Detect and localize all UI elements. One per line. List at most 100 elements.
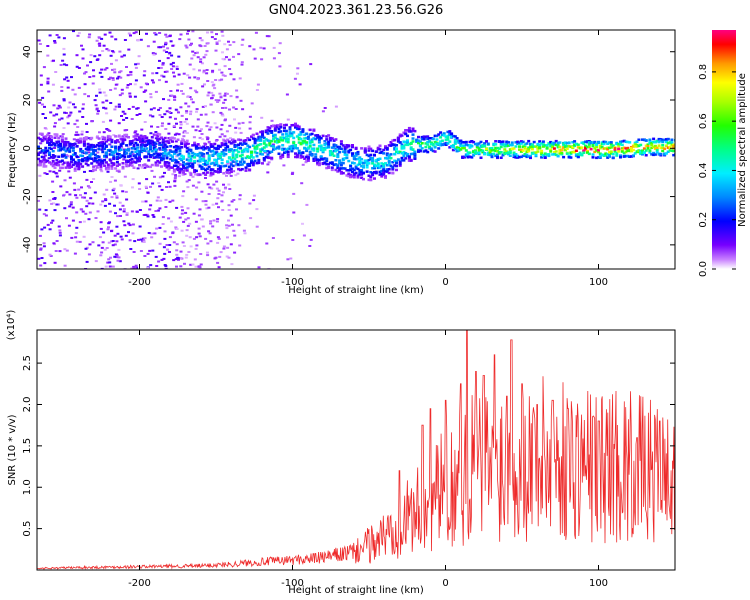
- noise-cell: [111, 77, 115, 80]
- noise-cell: [226, 246, 230, 249]
- ridge-cell: [220, 158, 224, 162]
- noise-cell: [80, 130, 84, 133]
- ridge-cell: [343, 146, 347, 149]
- ridge-cell: [433, 140, 437, 144]
- ridge-cell: [125, 133, 129, 137]
- ridge-cell: [141, 137, 145, 140]
- noise-cell: [180, 205, 184, 208]
- ridge-cell: [317, 138, 321, 142]
- noise-cell: [195, 91, 199, 94]
- ridge-cell: [431, 149, 435, 153]
- ridge-cell: [365, 162, 369, 165]
- ridge-cell: [305, 132, 309, 135]
- noise-cell: [107, 78, 111, 81]
- noise-cell: [52, 104, 56, 107]
- ridge-cell: [385, 168, 389, 171]
- ridge-cell: [323, 161, 327, 164]
- noise-cell: [78, 221, 82, 224]
- ridge-cell: [301, 151, 305, 155]
- noise-cell: [98, 88, 102, 91]
- ridge-cell: [382, 173, 386, 176]
- ridge-cell: [77, 141, 81, 144]
- ridge-cell: [134, 141, 138, 145]
- noise-cell: [226, 236, 229, 239]
- ridge-cell: [198, 165, 202, 168]
- ridge-cell: [82, 137, 86, 141]
- noise-cell: [153, 32, 157, 34]
- ridge-cell: [136, 149, 140, 153]
- ridge-cell: [595, 149, 599, 152]
- ridge-cell: [150, 163, 154, 167]
- ridge-cell: [527, 146, 531, 149]
- noise-cell: [58, 118, 61, 121]
- ridge-cell: [630, 155, 633, 158]
- ridge-cell: [57, 155, 61, 158]
- ridge-cell: [328, 153, 332, 157]
- ridge-cell: [308, 139, 312, 143]
- noise-cell: [63, 78, 67, 81]
- y-tick-label: 1.5: [22, 438, 33, 454]
- noise-cell: [174, 117, 177, 120]
- ridge-cell: [73, 160, 77, 164]
- noise-cell: [179, 126, 183, 129]
- ridge-cell: [174, 159, 178, 162]
- ridge-cell: [292, 144, 296, 147]
- noise-cell: [191, 50, 195, 53]
- ridge-cell: [222, 143, 226, 146]
- ridge-cell: [655, 150, 659, 154]
- ridge-cell: [128, 152, 132, 155]
- noise-cell: [57, 104, 61, 107]
- ridge-cell: [529, 142, 532, 146]
- noise-cell: [54, 172, 58, 175]
- ridge-cell: [138, 164, 141, 167]
- noise-cell: [118, 71, 122, 74]
- noise-cell: [182, 72, 186, 75]
- noise-cell: [222, 191, 225, 194]
- noise-cell: [185, 122, 189, 125]
- noise-cell: [214, 49, 218, 52]
- ridge-cell: [92, 148, 96, 152]
- noise-cell: [76, 34, 80, 37]
- noise-cell: [225, 174, 228, 177]
- ridge-cell: [187, 152, 191, 155]
- ridge-cell: [277, 127, 281, 131]
- ridge-cell: [88, 155, 92, 158]
- noise-cell: [63, 111, 67, 114]
- noise-cell: [174, 226, 178, 229]
- ridge-cell: [343, 153, 347, 156]
- ridge-cell: [402, 150, 406, 154]
- ridge-cell: [266, 139, 270, 142]
- noise-cell: [198, 37, 202, 40]
- spectrogram-frame: [36, 29, 676, 270]
- noise-cell: [219, 251, 223, 254]
- ridge-cell: [400, 159, 404, 162]
- noise-cell: [139, 86, 143, 89]
- ridge-cell: [393, 152, 397, 156]
- ridge-cell: [407, 143, 411, 146]
- noise-cell: [143, 166, 147, 169]
- noise-cell: [202, 56, 206, 59]
- noise-cell: [200, 62, 204, 65]
- ridge-cell: [189, 159, 193, 163]
- noise-cell: [216, 241, 220, 244]
- ridge-cell: [497, 152, 501, 155]
- ridge-cell: [459, 148, 463, 151]
- noise-cell: [191, 175, 195, 178]
- ridge-cell: [275, 139, 279, 143]
- noise-cell: [168, 200, 172, 203]
- ridge-cell: [569, 151, 573, 154]
- ridge-cell: [119, 144, 123, 147]
- ridge-cell: [305, 136, 309, 140]
- ridge-cell: [598, 144, 602, 148]
- ridge-cell: [229, 167, 233, 171]
- noise-cell: [74, 133, 78, 136]
- noise-cell: [252, 199, 256, 202]
- noise-cell: [74, 232, 78, 235]
- ridge-cell: [301, 139, 305, 143]
- noise-cell: [110, 240, 113, 243]
- noise-cell: [62, 99, 66, 102]
- ridge-cell: [66, 148, 70, 152]
- ridge-cell: [101, 142, 105, 146]
- noise-cell: [72, 138, 76, 141]
- ridge-cell: [352, 172, 356, 176]
